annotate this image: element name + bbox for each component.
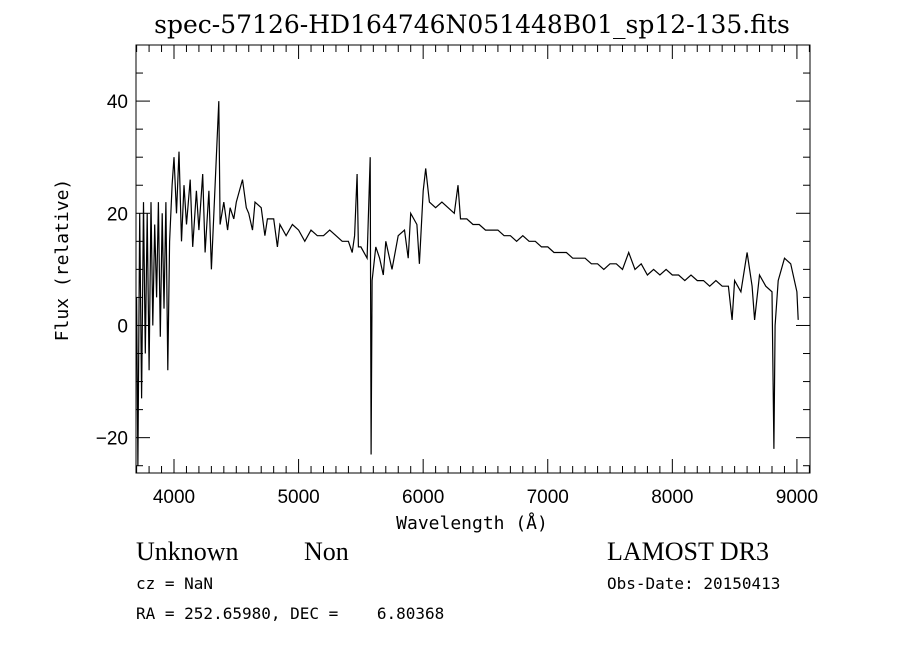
flux-series-line bbox=[136, 101, 799, 466]
x-tick-label: 5000 bbox=[277, 487, 319, 508]
chart-title: spec-57126-HD164746N051448B01_sp12-135.f… bbox=[154, 10, 790, 39]
object-class: Unknown bbox=[136, 537, 239, 566]
y-tick-label: 40 bbox=[107, 92, 128, 113]
x-tick-label: 4000 bbox=[153, 487, 195, 508]
redshift-text: cz = NaN bbox=[136, 574, 213, 593]
x-tick-label: 8000 bbox=[651, 487, 693, 508]
x-tick-label: 9000 bbox=[776, 487, 818, 508]
x-tick-label: 7000 bbox=[527, 487, 569, 508]
tick-labels: 4000 5000 6000 7000 8000 9000 −20 0 20 40 bbox=[96, 92, 818, 508]
y-tick-label: 20 bbox=[107, 204, 128, 225]
plot-frame bbox=[135, 44, 811, 474]
y-axis-label: Flux (relative) bbox=[52, 179, 73, 342]
y-tick-label: −20 bbox=[96, 429, 128, 450]
x-tick-label: 6000 bbox=[402, 487, 444, 508]
obs-date-text: Obs-Date: 20150413 bbox=[607, 574, 780, 593]
object-subclass: Non bbox=[304, 537, 349, 566]
survey-label: LAMOST DR3 bbox=[607, 537, 769, 566]
axis-ticks bbox=[136, 44, 810, 473]
y-tick-label: 0 bbox=[117, 316, 128, 337]
x-axis-label: Wavelength (Å) bbox=[396, 512, 548, 534]
radec-text: RA = 252.65980, DEC = 6.80368 bbox=[136, 604, 444, 623]
